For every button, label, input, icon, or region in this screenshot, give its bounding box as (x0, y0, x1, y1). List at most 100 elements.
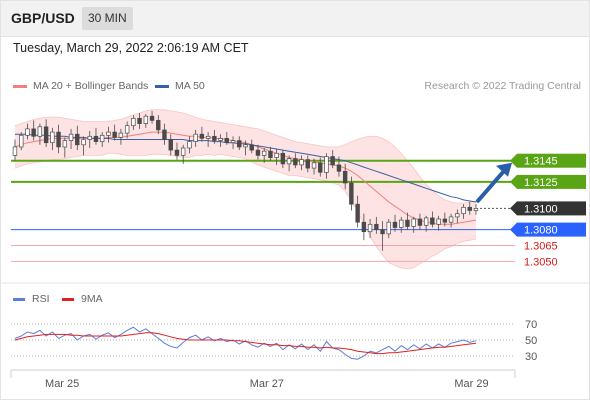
candle-body (43, 126, 49, 144)
candle-body (349, 182, 354, 205)
candle-body (93, 135, 99, 142)
forecast-arrow-shaft (476, 166, 508, 203)
candle-body (405, 219, 410, 227)
candle-body (249, 144, 254, 151)
rsi-line (14, 326, 477, 360)
candle-body (75, 133, 80, 146)
ma9-swatch (62, 297, 74, 301)
candle-body (417, 218, 423, 226)
candle-body (286, 158, 292, 165)
candle-body (218, 138, 223, 141)
candle-body (274, 152, 279, 158)
candle-body (143, 115, 149, 124)
rsi-ma9-line (14, 332, 477, 355)
candle-body (237, 140, 242, 148)
legend-rsi: RSI (13, 293, 50, 305)
candle-body (162, 129, 167, 140)
candle-body (56, 131, 61, 148)
candle-body (293, 158, 298, 166)
timeframe-button[interactable]: 30 MIN (82, 7, 133, 30)
bollinger-lower-line (14, 152, 477, 270)
candle-body (187, 141, 192, 149)
candle-body (224, 138, 229, 143)
candle-body (305, 159, 310, 169)
candle-body (299, 159, 304, 166)
candle-body (311, 162, 317, 169)
candle-body (442, 218, 448, 223)
candle-body (124, 125, 130, 134)
x-tick-label-2: Mar 29 (454, 378, 488, 390)
candle-body (149, 115, 155, 121)
level-label-3: 1.3080 (524, 225, 558, 237)
candle-body (461, 206, 466, 215)
report-datetime: Tuesday, March 29, 2022 2:06:19 AM CET (13, 41, 249, 55)
candle-body (31, 128, 36, 137)
level-pointer-1 (510, 174, 517, 189)
candle-body (199, 133, 205, 139)
candle-body (81, 139, 86, 146)
bollinger-band-fill (15, 109, 476, 269)
level-tag-1 (517, 174, 586, 189)
level-label-4: 1.3065 (524, 241, 558, 253)
candle-body (411, 218, 416, 227)
candle-body (380, 229, 385, 235)
candle-body (430, 217, 435, 225)
candle-body (87, 135, 92, 140)
candle-body (261, 150, 267, 156)
candle-body (473, 208, 479, 211)
rsi-swatch (13, 297, 25, 301)
candle-body (212, 135, 217, 141)
candle-body (230, 140, 236, 144)
ma9-label: 9MA (81, 293, 103, 305)
rsi-tick-70: 70 (525, 319, 537, 331)
header-bar: GBP/USD 30 MIN (0, 0, 590, 37)
ma20-swatch (13, 84, 27, 88)
candle-body (280, 152, 286, 165)
candle-body (455, 213, 460, 218)
rsi-tick-30: 30 (525, 351, 537, 363)
candle-body (367, 223, 373, 233)
level-label-1: 1.3125 (524, 177, 558, 189)
candle-body (25, 128, 30, 136)
ma50-swatch (155, 84, 169, 88)
candle-body (436, 218, 441, 225)
level-tag-3 (517, 222, 586, 237)
candle-body (118, 132, 124, 138)
candle-body (399, 219, 404, 228)
candle-body (174, 149, 180, 156)
x-tick-label-1: Mar 27 (250, 378, 284, 390)
level-pointer-3 (510, 222, 517, 237)
candle-body (12, 146, 18, 156)
legend-ma20: MA 20 + Bollinger Bands (13, 80, 148, 92)
candle-body (336, 164, 342, 172)
level-tag-2 (517, 201, 586, 216)
level-label-5: 1.3050 (524, 256, 558, 268)
candle-body (423, 217, 429, 226)
candle-body (131, 117, 136, 127)
candle-body (50, 131, 55, 144)
x-tick-label-0: Mar 25 (45, 378, 79, 390)
candle-body (106, 131, 111, 136)
candle-body (205, 135, 211, 139)
level-label-2: 1.3100 (524, 203, 558, 215)
candle-body (255, 149, 261, 156)
candle-body (19, 134, 24, 148)
candle-body (68, 133, 74, 141)
level-pointer-2 (510, 201, 517, 216)
level-pointer-0 (510, 153, 517, 168)
candle-body (361, 221, 367, 233)
candle-body (355, 203, 360, 223)
candle-body (37, 126, 43, 137)
currency-pair: GBP/USD (11, 10, 75, 26)
candle-body (448, 216, 454, 223)
credit-text: Research © 2022 Trading Central (424, 80, 581, 92)
candle-body (392, 221, 398, 228)
candle-body (318, 162, 323, 173)
candle-body (268, 150, 273, 158)
ma50-label: MA 50 (175, 80, 205, 92)
bollinger-upper-line (14, 109, 477, 204)
candle-body (193, 133, 198, 142)
legend-ma50: MA 50 (155, 80, 205, 92)
forecast-arrow-head (496, 162, 512, 177)
